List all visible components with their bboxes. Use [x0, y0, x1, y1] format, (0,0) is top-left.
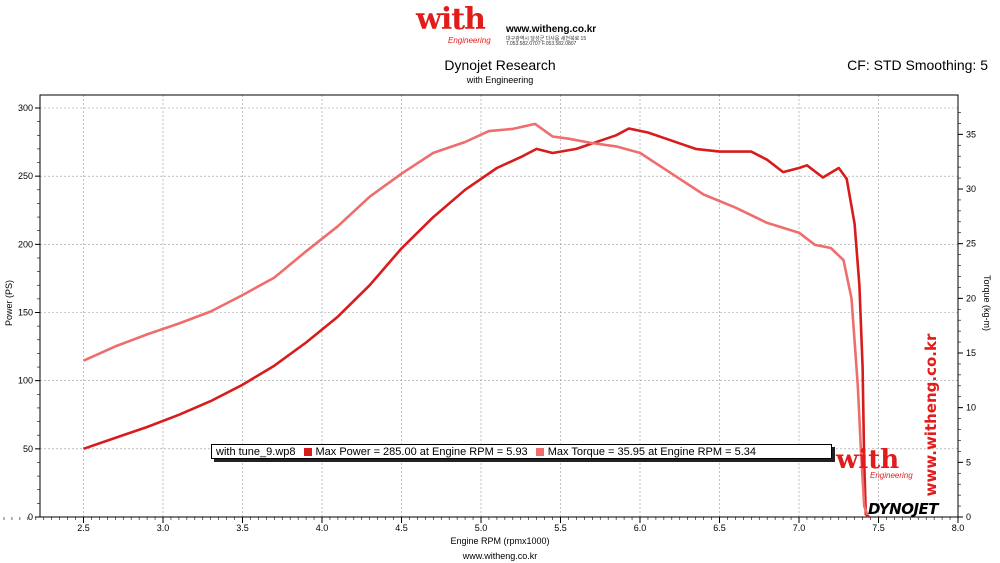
watermark-logo: with Engineering [836, 445, 913, 480]
header-address: 대구광역시 달성군 다사읍 세천북로 15 [506, 36, 587, 42]
x-tick-label: 6.5 [713, 523, 726, 533]
plot-border [39, 94, 959, 518]
correction-factor-label: CF: STD Smoothing: 5 [847, 57, 988, 73]
torque-curve [82, 122, 869, 516]
y2-tick-label: 5 [966, 457, 971, 467]
y2-tick-label: 0 [966, 512, 971, 522]
power-curve [83, 127, 870, 518]
logo-subtext: Engineering [448, 36, 491, 45]
legend-power-swatch [303, 447, 312, 456]
y2-tick-label: 20 [966, 293, 976, 303]
y2-axis-title: Torque (kg-m) [982, 275, 992, 331]
legend-torque-text: Max Torque = 35.95 at Engine RPM = 5.34 [547, 445, 757, 458]
chart-ticks: 2.5 3.0 3.5 4.0 4.5 5.0 5.5 6.0 6.5 7.0 7.5 8.00501… [3, 103, 976, 533]
chart-lines [82, 122, 870, 518]
x-tick-label: 7.0 [793, 523, 806, 533]
x-tick-label: 3.0 [157, 523, 170, 533]
y-tick-label: 200 [18, 239, 33, 249]
x-tick-label: 8.0 [952, 523, 965, 533]
y2-tick-label: 35 [966, 129, 976, 139]
watermark-logo-text: with [836, 445, 900, 475]
legend-file-name: with tune_9.wp8 [216, 445, 296, 458]
chart-frame [39, 94, 959, 518]
x-tick-label: 7.5 [872, 523, 885, 533]
legend-torque-swatch [535, 447, 544, 456]
legend-power-text: Max Power = 285.00 at Engine RPM = 5.93 [315, 445, 528, 458]
x-tick-label: 2.5 [77, 523, 90, 533]
x-tick-label: 4.0 [316, 523, 329, 533]
vertical-watermark-text: www.witheng.co.kr [922, 333, 940, 497]
y2-tick-label: 15 [966, 348, 976, 358]
y2-tick-label: 25 [966, 239, 976, 249]
vertical-watermark: www.witheng.co.kr [918, 334, 944, 497]
footer-url: www.witheng.co.kr [462, 551, 538, 561]
x-tick-label: 5.5 [554, 523, 567, 533]
y-tick-label: 300 [18, 103, 33, 113]
watermark-logo-subtext: Engineering [870, 471, 913, 480]
dynojet-logo: DYNOJET [868, 500, 939, 518]
logo-text: with [416, 2, 486, 37]
y2-tick-label: 10 [966, 403, 976, 413]
chart-subtitle: with Engineering [466, 75, 534, 85]
x-tick-label: 6.0 [634, 523, 647, 533]
chart-legend: with tune_9.wp8 Max Power = 285.00 at En… [211, 444, 832, 459]
chart-title: Dynojet Research [444, 57, 556, 73]
y-tick-label: 250 [18, 171, 33, 181]
y-tick-label: 50 [23, 444, 33, 454]
y-tick-label: 0 [28, 512, 33, 522]
x-axis-title: Engine RPM (rpmx1000) [450, 536, 549, 546]
x-tick-label: 4.5 [395, 523, 408, 533]
brand-logo: with Engineering [416, 2, 492, 48]
x-tick-label: 3.5 [236, 523, 249, 533]
y-tick-label: 100 [18, 376, 33, 386]
header-site-url: www.witheng.co.kr [506, 24, 597, 35]
y-axis-title: Power (PS) [4, 280, 14, 326]
y-tick-label: 150 [18, 308, 33, 318]
y2-tick-label: 30 [966, 184, 976, 194]
x-tick-label: 5.0 [475, 523, 488, 533]
header-phone: T.053.582.0707 F.053.582.0807 [506, 41, 577, 47]
